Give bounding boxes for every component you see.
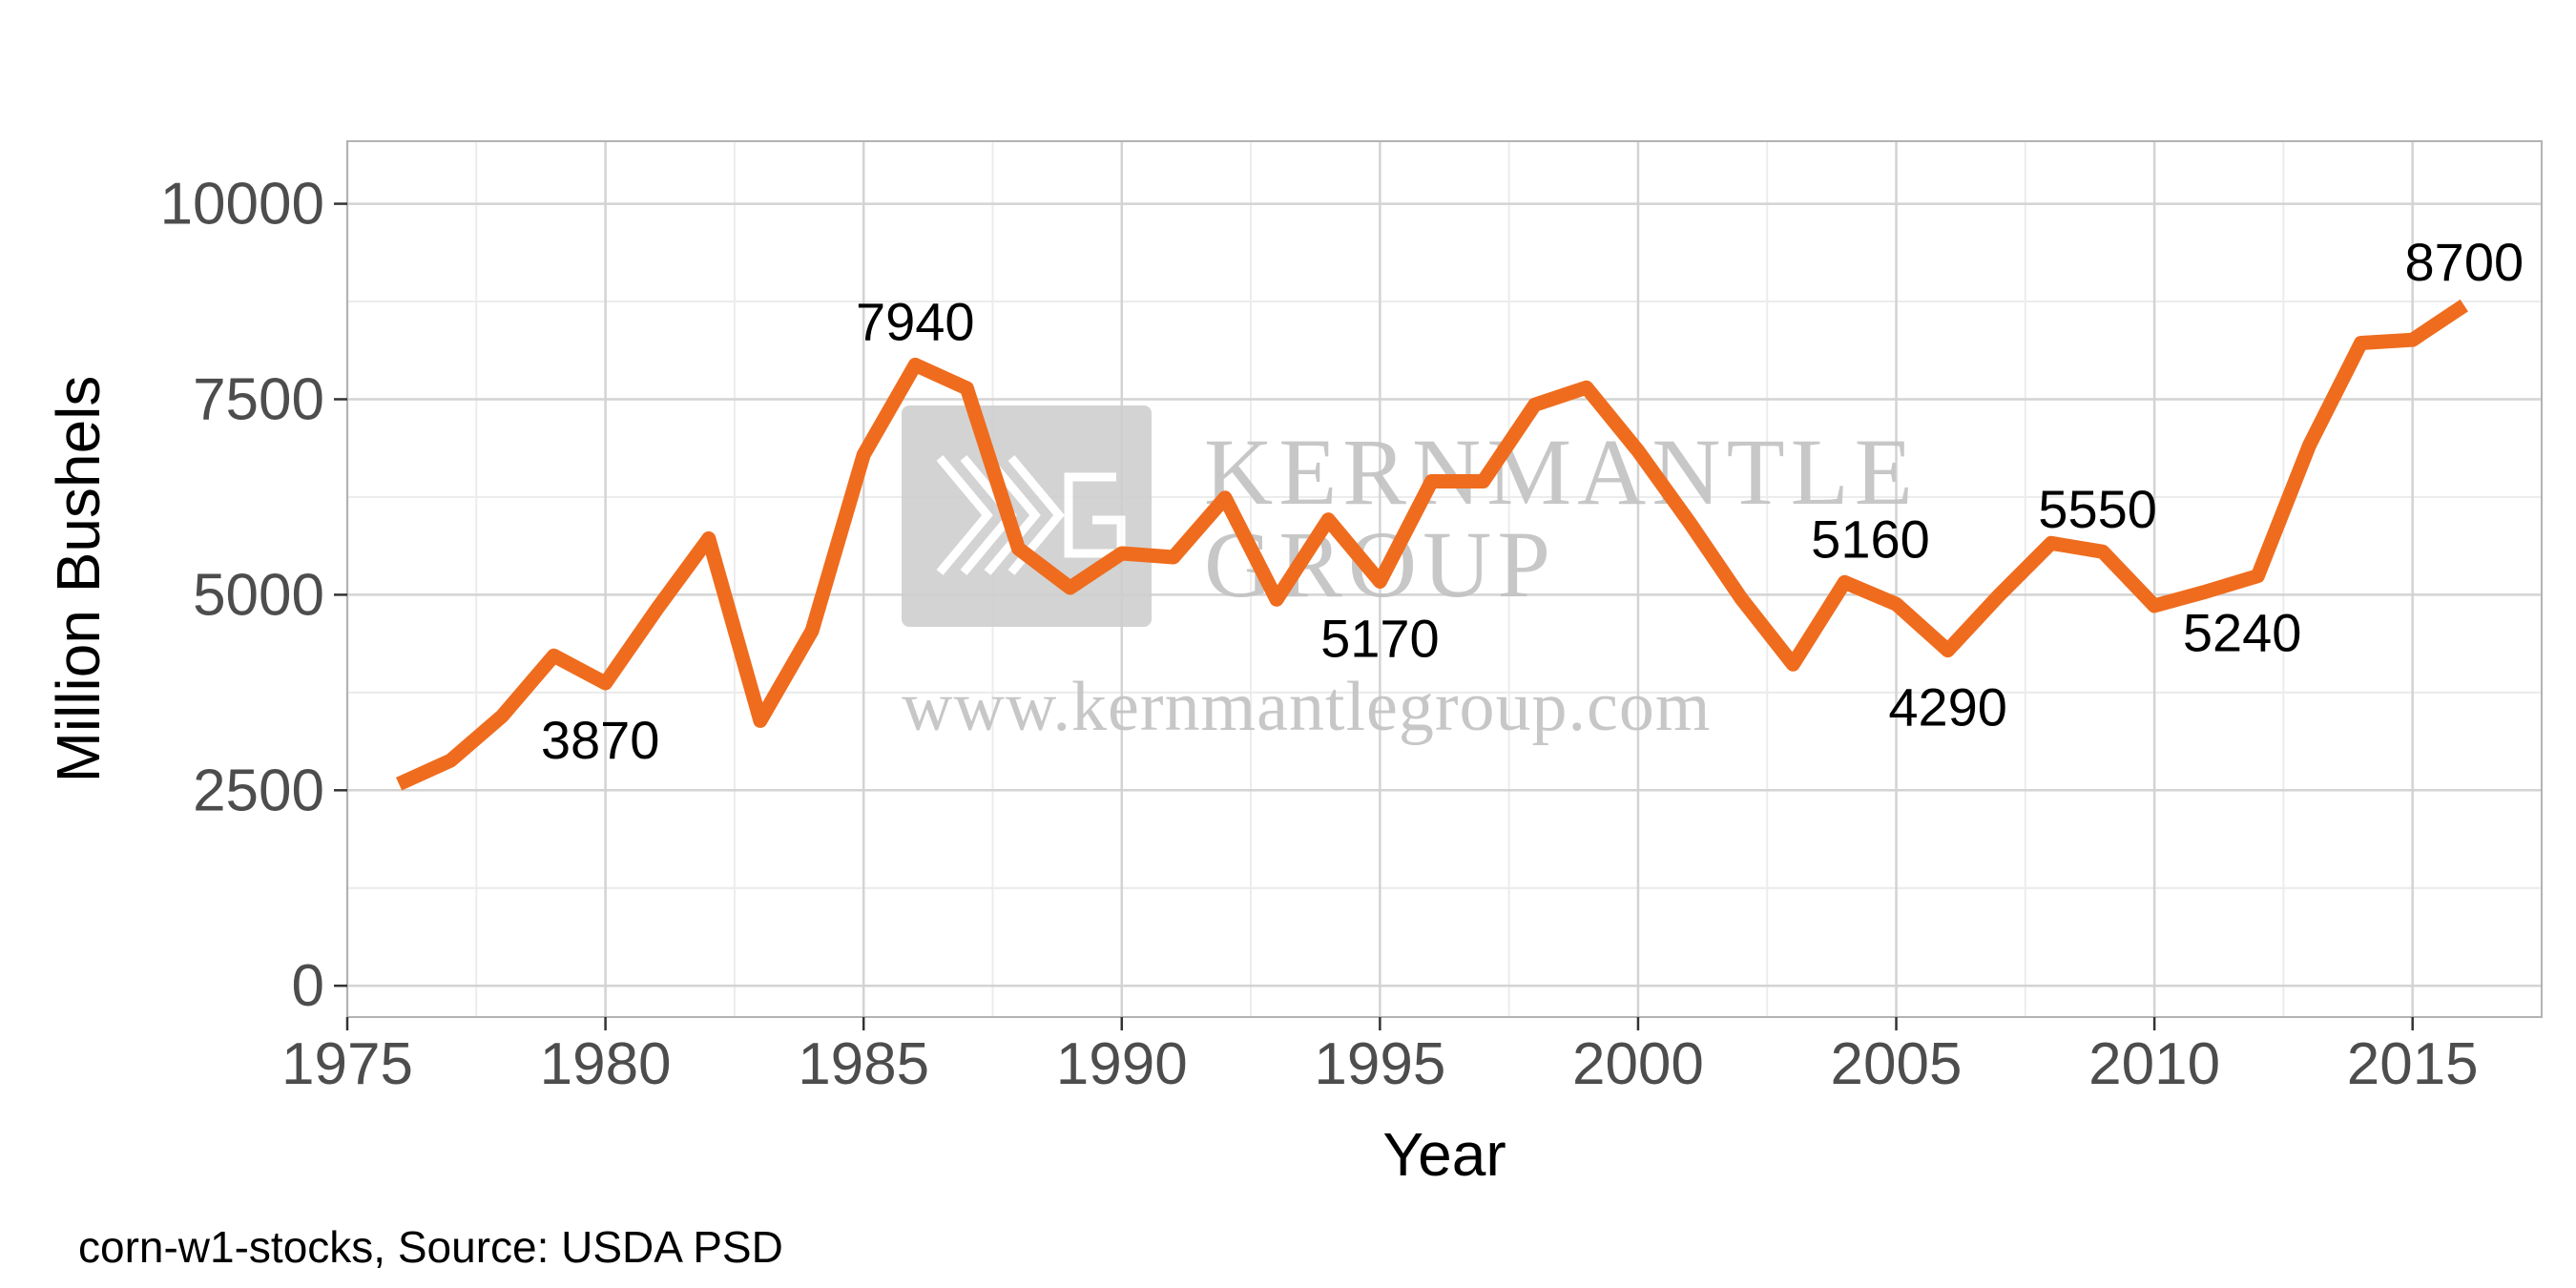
- data-label: 4290: [1888, 677, 2007, 737]
- x-tick-label: 1990: [1056, 1031, 1188, 1097]
- y-axis-title: Million Bushels: [44, 376, 113, 783]
- series-line: [396, 299, 2468, 791]
- data-label: 8700: [2405, 232, 2524, 292]
- y-axis: 0 2500 5000 7500 10000: [160, 172, 347, 1019]
- source-caption: corn-w1-stocks, Source: USDA PSD: [78, 1222, 783, 1272]
- data-label: 5170: [1320, 608, 1440, 668]
- data-annotations: 3870 7940 5170 5160 4290 5550 5240 8700: [541, 232, 2524, 770]
- watermark-name-line1: KERNMANTLE: [1204, 419, 1919, 525]
- x-tick-label: 2005: [1831, 1031, 1963, 1097]
- minor-grid: [347, 141, 2542, 1017]
- x-tick-label: 2000: [1572, 1031, 1704, 1097]
- data-label: 5160: [1811, 509, 1930, 569]
- x-tick-label: 1980: [540, 1031, 672, 1097]
- plot-panel-border: [346, 140, 2543, 1018]
- data-label: 5240: [2183, 603, 2302, 663]
- x-tick-label: 1975: [281, 1031, 413, 1097]
- x-tick-label: 2010: [2088, 1031, 2220, 1097]
- x-tick-label: 1995: [1314, 1031, 1445, 1097]
- y-tick-label: 10000: [160, 172, 324, 238]
- y-tick-label: 2500: [193, 758, 324, 823]
- y-tick-label: 5000: [193, 562, 324, 628]
- y-tick-label: 0: [292, 953, 324, 1019]
- y-tick-label: 7500: [193, 366, 324, 432]
- x-axis: 1975 1980 1985 1990 1995 2000 2005 2010 2015: [281, 1017, 2479, 1097]
- watermark-url: www.kernmantlegroup.com: [902, 668, 1711, 746]
- data-label: 5550: [2038, 479, 2157, 539]
- x-tick-label: 1985: [798, 1031, 929, 1097]
- x-tick-label: 2015: [2347, 1031, 2479, 1097]
- data-label: 3870: [541, 710, 660, 770]
- watermark: KERNMANTLE GROUP www.kernmantlegroup.com: [902, 405, 1919, 746]
- x-axis-title: Year: [1382, 1120, 1506, 1189]
- data-label: 7940: [856, 292, 975, 352]
